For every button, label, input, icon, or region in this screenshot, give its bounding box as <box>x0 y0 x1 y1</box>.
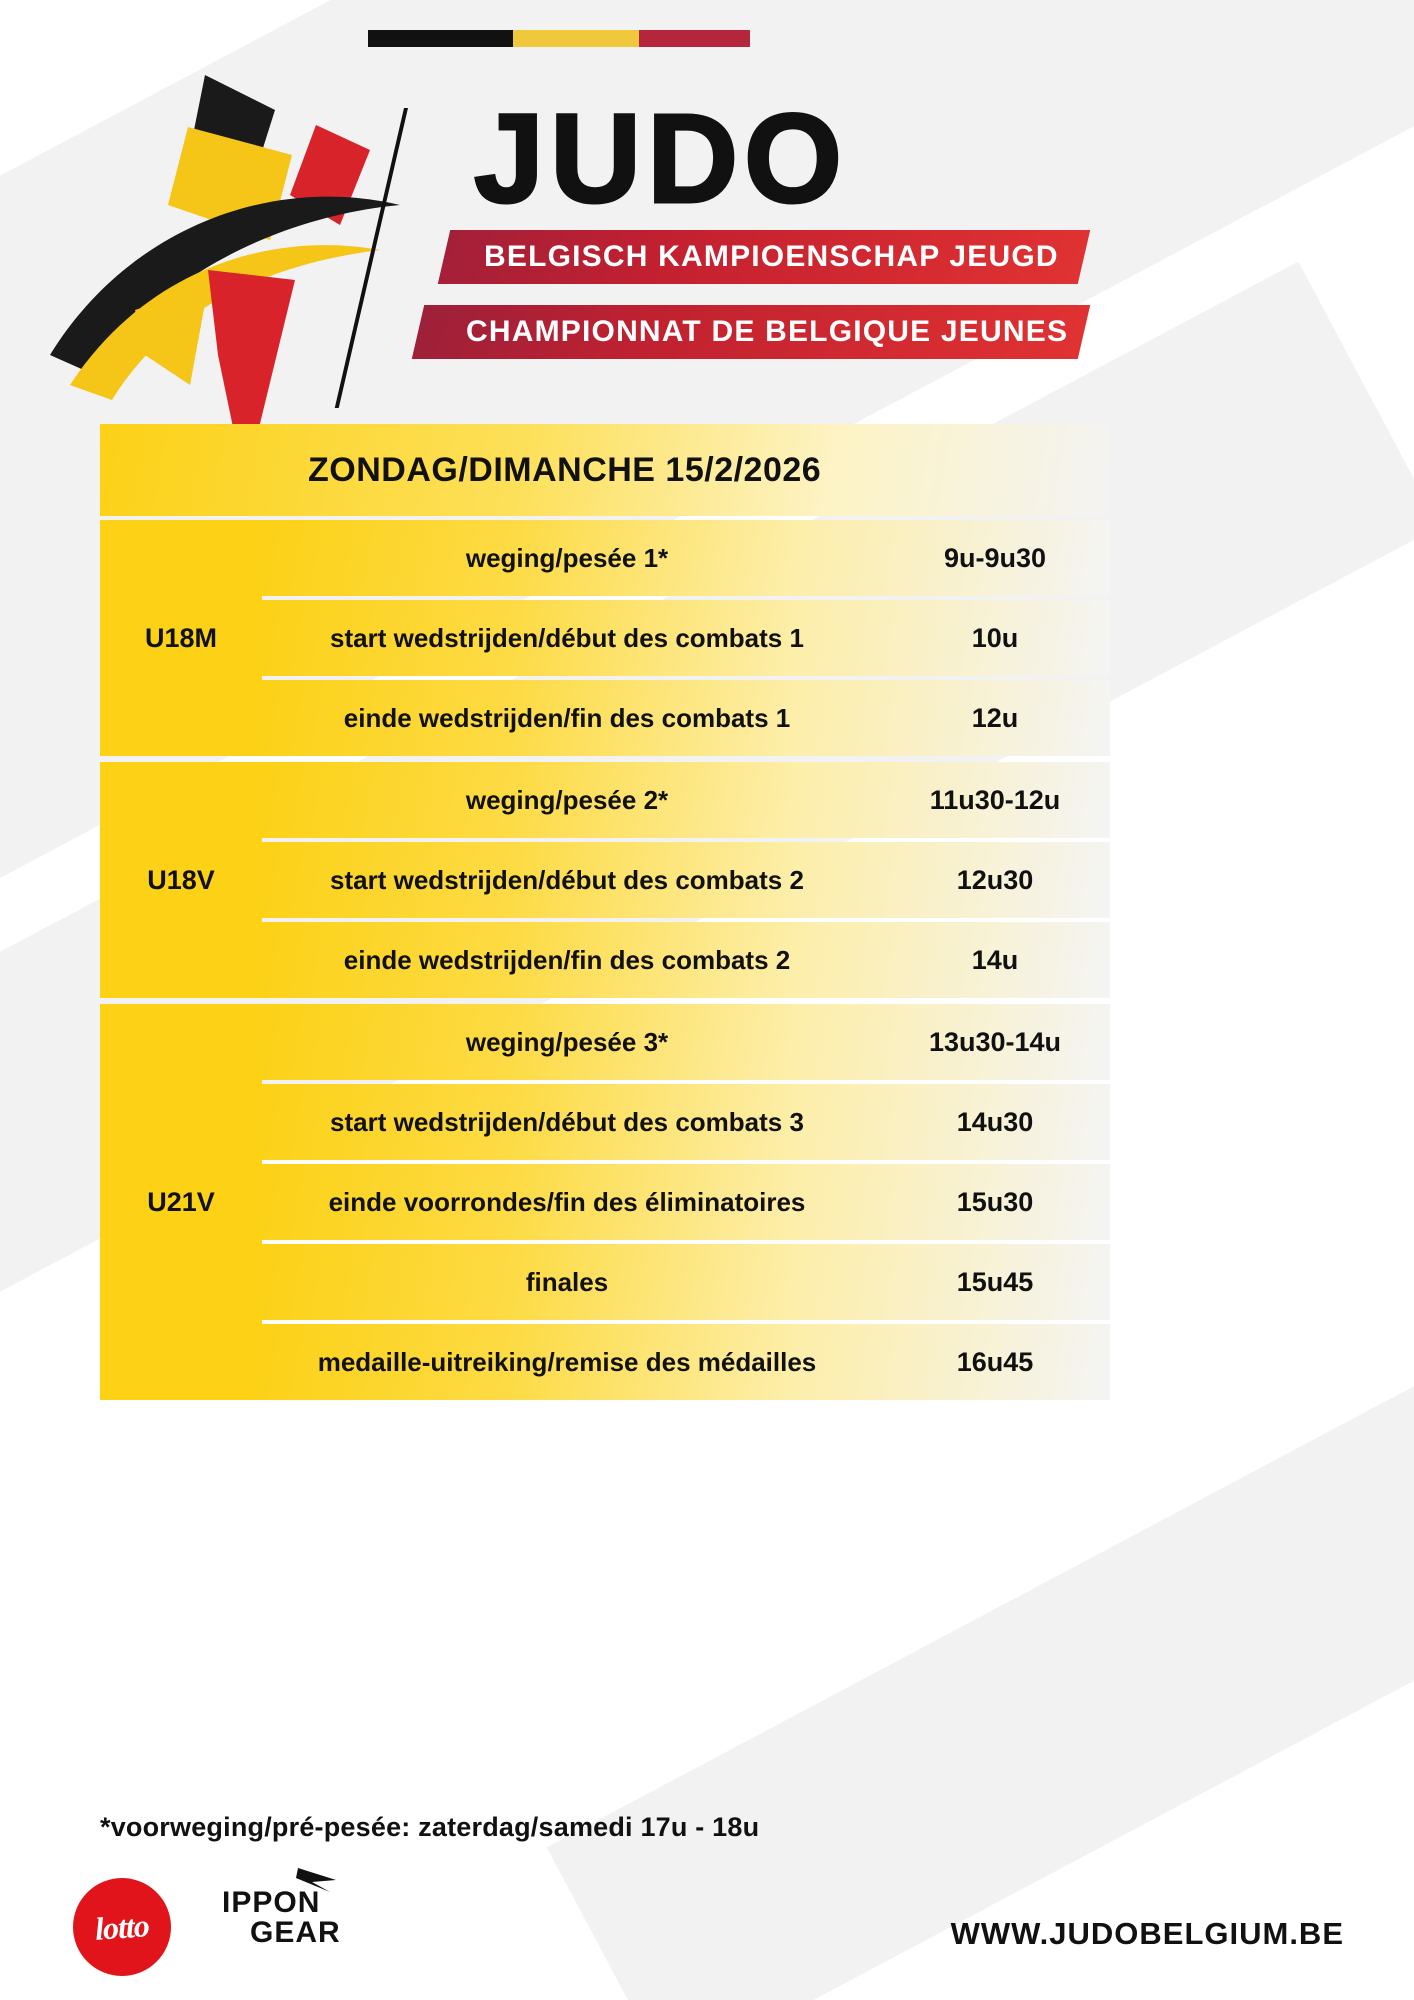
schedule-date-label: ZONDAG/DIMANCHE 15/2/2026 <box>308 450 822 489</box>
event-label: weging/pesée 3* <box>465 1026 669 1057</box>
schedule-footnote: *voorweging/pré-pesée: zaterdag/samedi 1… <box>100 1812 760 1842</box>
event-label: start wedstrijden/début des combats 3 <box>330 1106 804 1137</box>
event-label: einde voorrondes/fin des éliminatoires <box>328 1186 806 1217</box>
banner-dutch: BELGISCH KAMPIOENSCHAP JEUGD <box>437 230 1091 284</box>
event-label: weging/pesée 2* <box>465 784 669 815</box>
event-label: medaille-uitreiking/remise des médailles <box>317 1346 817 1377</box>
table-row: weging/pesée 1* 9u-9u30 <box>262 520 1110 596</box>
event-time: 15u30 <box>956 1186 1034 1217</box>
schedule-group: U21V weging/pesée 3* 13u30-14u start wed… <box>100 1004 1110 1400</box>
ippon-gear-logo: IPPON GEAR <box>222 1868 341 1949</box>
table-row: start wedstrijden/début des combats 3 14… <box>262 1084 1110 1160</box>
ippon-logo-line2: GEAR <box>250 1916 341 1949</box>
ippon-logo-line1: IPPON <box>222 1886 321 1919</box>
event-label: finales <box>525 1266 609 1297</box>
flag-stripe-yellow <box>513 30 640 47</box>
table-row: einde voorrondes/fin des éliminatoires 1… <box>262 1164 1110 1240</box>
group-label-u21v: U21V <box>100 1004 262 1400</box>
event-time: 14u30 <box>956 1106 1034 1137</box>
schedule-group: U18V weging/pesée 2* 11u30-12u start wed… <box>100 762 1110 998</box>
schedule-table: ZONDAG/DIMANCHE 15/2/2026 U18M weging/pe… <box>100 424 1110 1400</box>
schedule-group: U18M weging/pesée 1* 9u-9u30 start wedst… <box>100 520 1110 756</box>
table-row: weging/pesée 3* 13u30-14u <box>262 1004 1110 1080</box>
table-row: start wedstrijden/début des combats 2 12… <box>262 842 1110 918</box>
flag-stripe-red <box>639 30 750 47</box>
table-row: einde wedstrijden/fin des combats 1 12u <box>262 680 1110 756</box>
event-time: 9u-9u30 <box>943 542 1047 573</box>
table-row: einde wedstrijden/fin des combats 2 14u <box>262 922 1110 998</box>
schedule-date-header: ZONDAG/DIMANCHE 15/2/2026 <box>100 424 1110 516</box>
table-row: weging/pesée 2* 11u30-12u <box>262 762 1110 838</box>
event-label: einde wedstrijden/fin des combats 2 <box>343 944 791 975</box>
page-title: JUDO <box>472 88 849 229</box>
event-label: einde wedstrijden/fin des combats 1 <box>343 702 791 733</box>
event-time: 11u30-12u <box>929 784 1061 815</box>
event-time: 16u45 <box>956 1346 1034 1377</box>
group-label-u18v: U18V <box>100 762 262 998</box>
event-time: 12u30 <box>956 864 1034 895</box>
event-time: 13u30-14u <box>928 1026 1062 1057</box>
lotto-logo: lotto <box>73 1878 171 1976</box>
banner-dutch-label: BELGISCH KAMPIOENSCHAP JEUGD <box>484 240 1059 273</box>
event-label: start wedstrijden/début des combats 2 <box>330 864 804 895</box>
ippon-swoosh-icon <box>296 1868 336 1892</box>
flag-stripe-black <box>368 30 514 47</box>
group-label-u18m: U18M <box>100 520 262 756</box>
event-label: start wedstrijden/début des combats 1 <box>330 622 804 653</box>
banner-french: CHAMPIONNAT DE BELGIQUE JEUNES <box>411 305 1091 359</box>
event-time: 12u <box>971 702 1019 733</box>
table-row: start wedstrijden/début des combats 1 10… <box>262 600 1110 676</box>
judo-logo-mark <box>40 55 440 505</box>
table-row: finales 15u45 <box>262 1244 1110 1320</box>
belgian-flag-bar <box>368 30 750 47</box>
website-url: WWW.JUDOBELGIUM.BE <box>950 1916 1344 1951</box>
table-row: medaille-uitreiking/remise des médailles… <box>262 1324 1110 1400</box>
event-time: 10u <box>971 622 1019 653</box>
banner-french-label: CHAMPIONNAT DE BELGIQUE JEUNES <box>466 315 1069 348</box>
event-time: 15u45 <box>956 1266 1034 1297</box>
event-label: weging/pesée 1* <box>465 542 669 573</box>
lotto-logo-label: lotto <box>93 1906 150 1947</box>
event-time: 14u <box>971 944 1019 975</box>
